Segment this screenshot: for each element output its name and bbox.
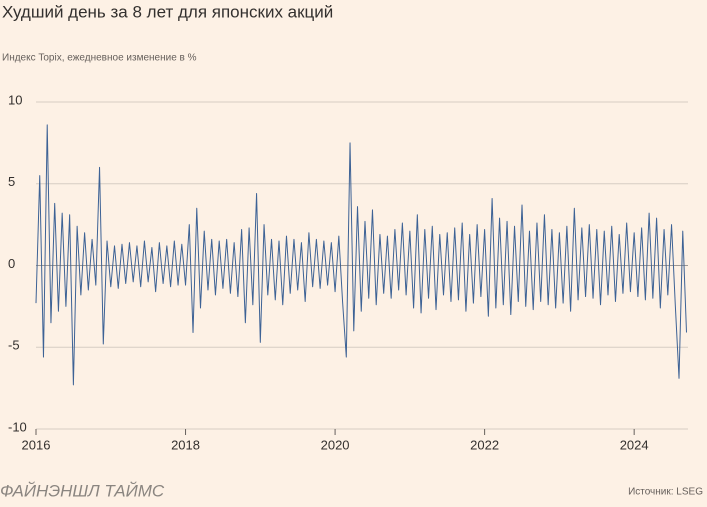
source: Источник: LSEG [628,487,703,498]
y-tick-label: -10 [8,419,27,434]
chart-title: Худший день за 8 лет для японских акций [2,2,333,21]
data-line [35,124,687,386]
x-tick-label: 2024 [620,437,649,452]
y-tick-label: -5 [8,338,20,353]
y-tick-label: 0 [8,256,15,271]
y-tick-label: 10 [8,92,22,107]
x-tick-label: 2016 [22,437,51,452]
y-tick-label: 5 [8,174,15,189]
brand: ФАЙНЭНШЛ ТАЙМС [0,480,165,500]
x-tick-label: 2018 [171,437,200,452]
chart-subtitle: Индекс Topix, ежедневное изменение в % [2,53,197,64]
x-tick-label: 2020 [321,437,350,452]
x-tick-label: 2022 [470,437,499,452]
